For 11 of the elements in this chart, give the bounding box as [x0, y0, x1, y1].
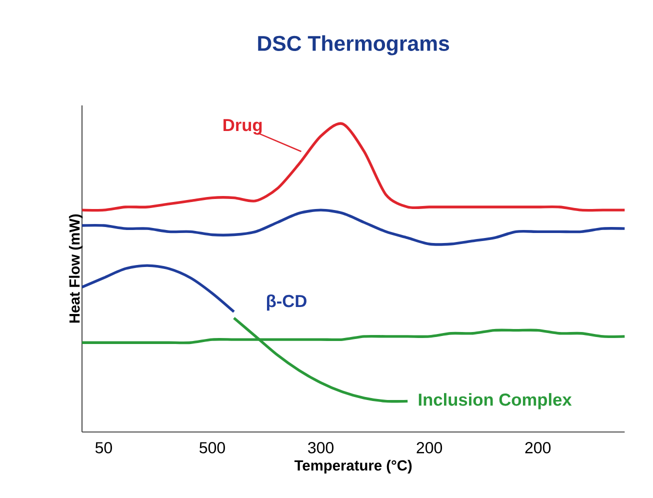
y-axis-title: Heat Flow (mW)	[68, 214, 83, 323]
series-label: β-CD	[266, 294, 306, 311]
series-label: Inclusion Complex	[418, 393, 572, 410]
text: Drug	[224, 119, 262, 135]
x-axis-title: Temperature (°C)	[294, 460, 412, 474]
x-tick-label: 200	[416, 442, 442, 454]
chart-title: DSC Thermograms	[258, 35, 450, 56]
x-tick-label: 50	[95, 442, 112, 454]
x-tick-label: 300	[308, 442, 334, 454]
x-tick-label: 200	[525, 442, 551, 454]
x-tick-label: 500	[200, 442, 225, 454]
